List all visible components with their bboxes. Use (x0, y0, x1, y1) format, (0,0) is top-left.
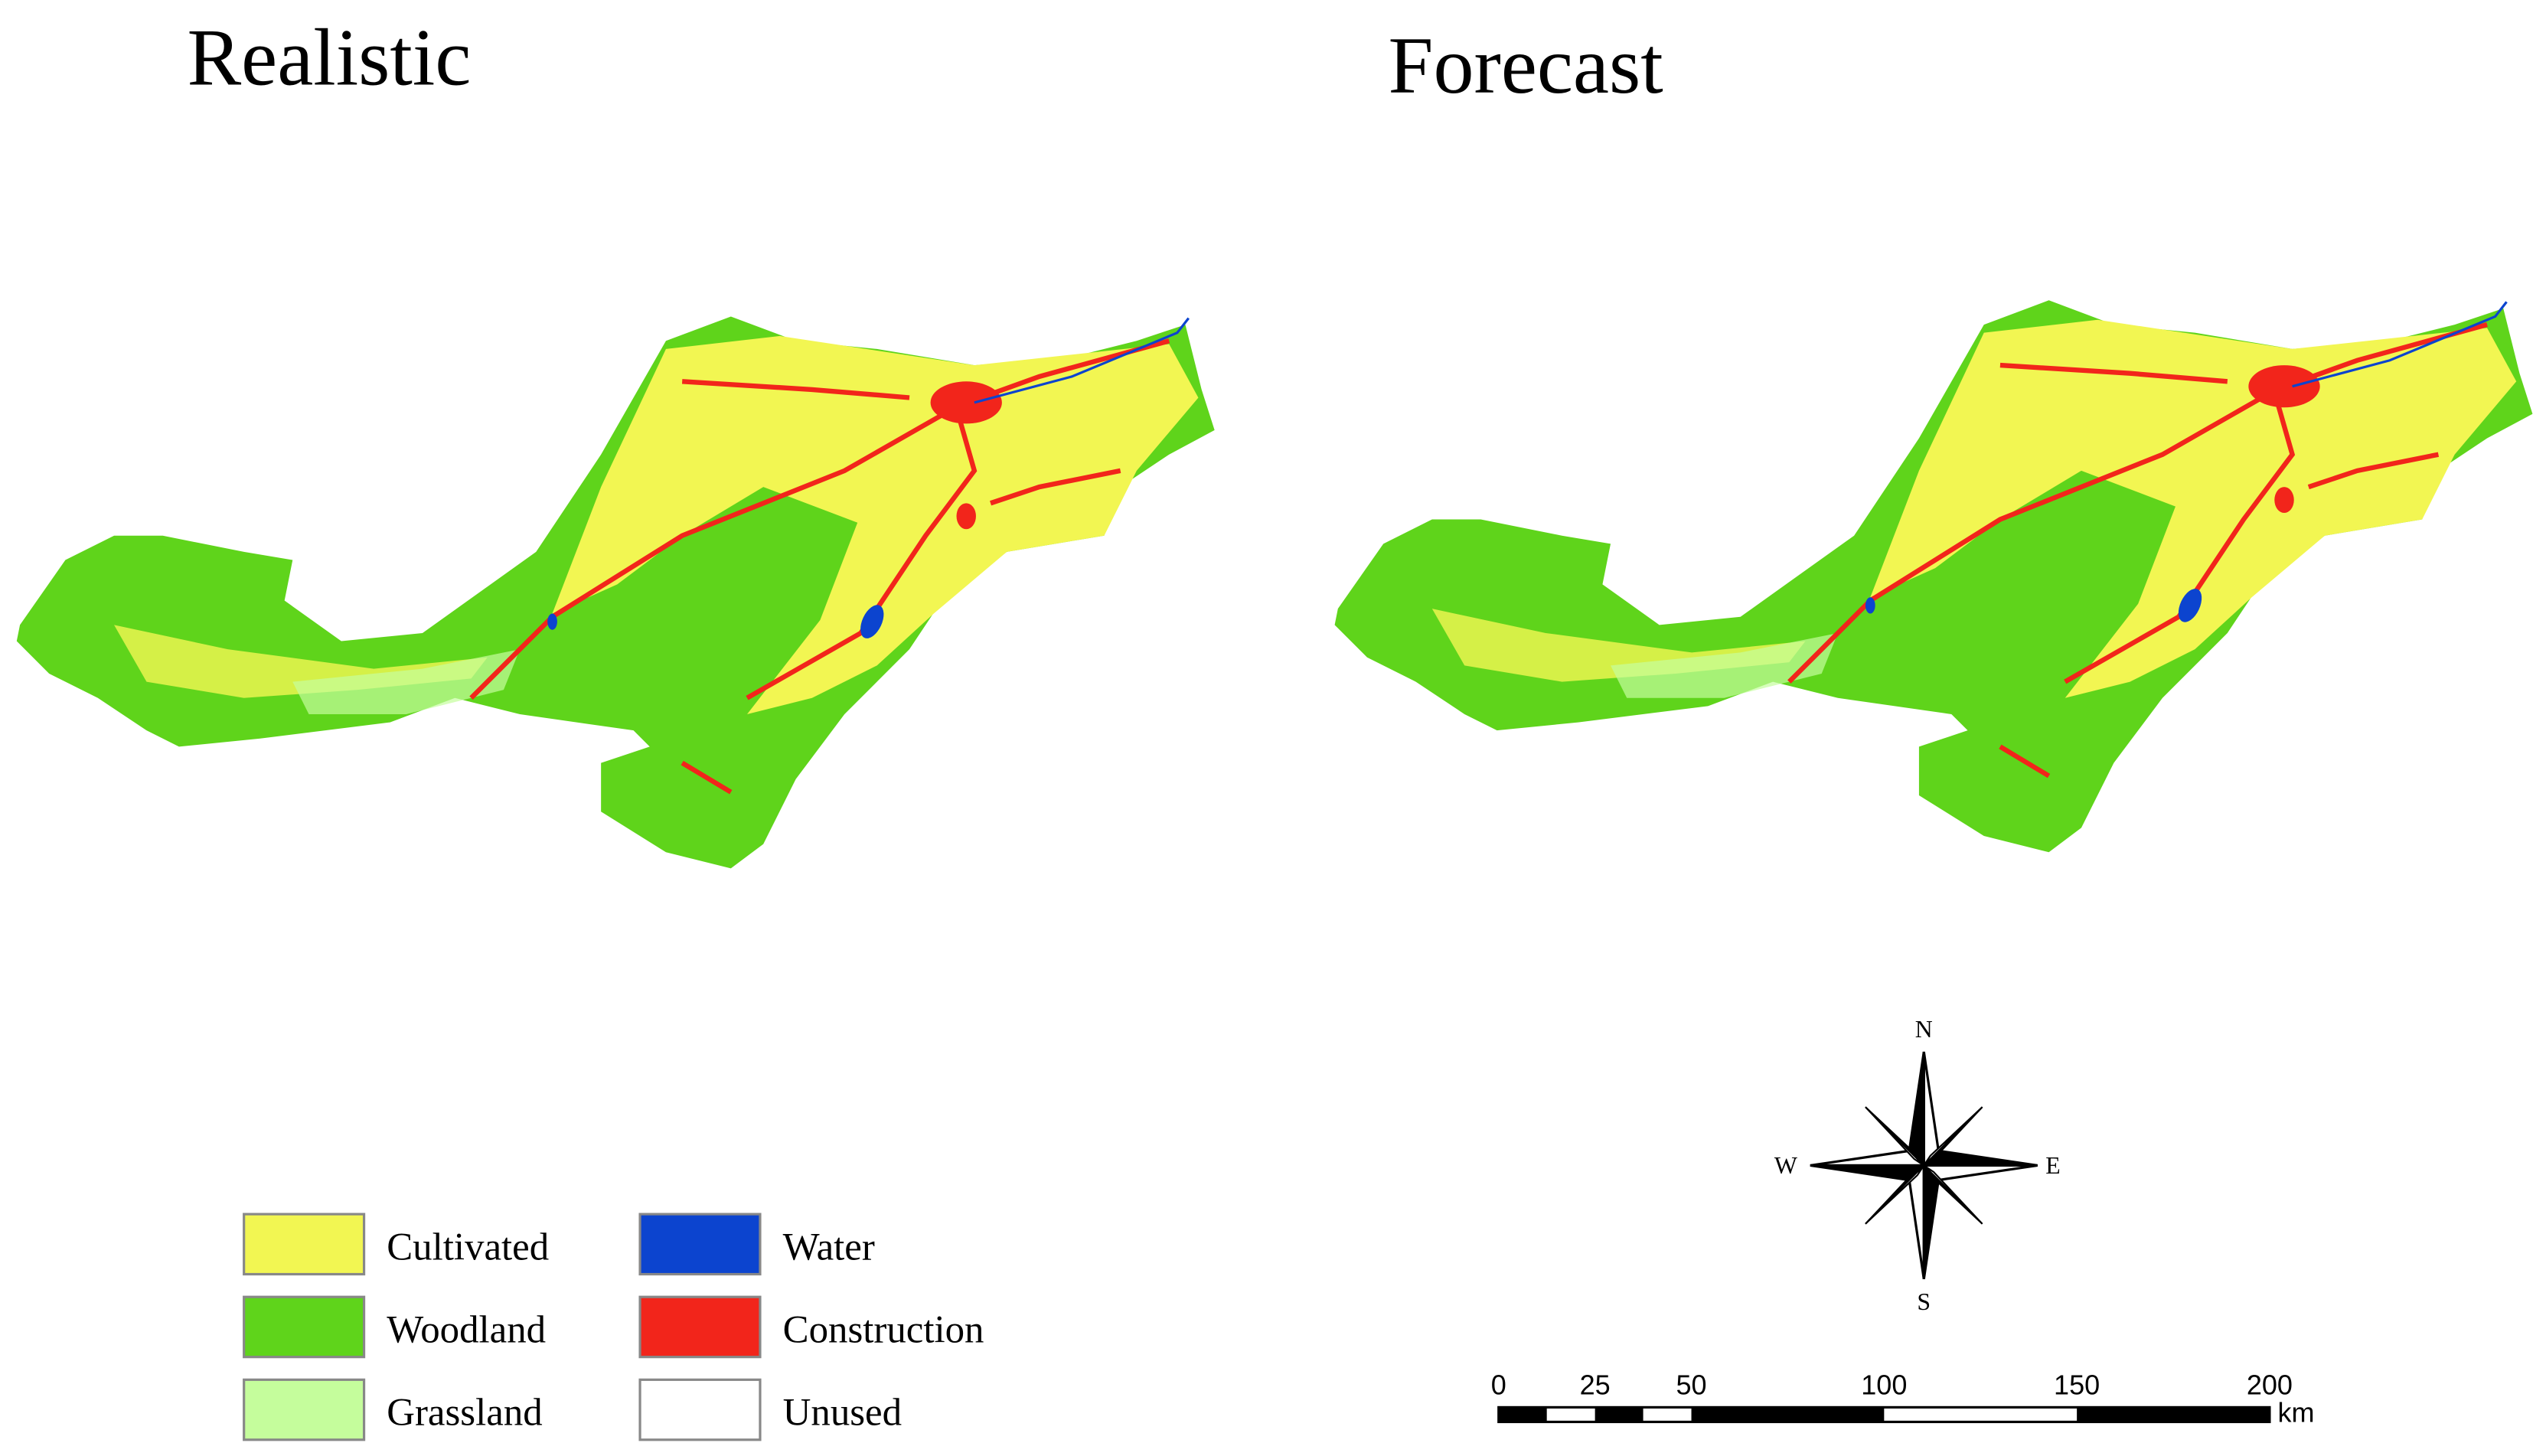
legend-label: Construction (783, 1309, 984, 1352)
legend-swatch (243, 1295, 366, 1359)
legend-swatch (638, 1378, 762, 1441)
compass: N S W E (1774, 1016, 2061, 1315)
legend-label: Grassland (387, 1392, 542, 1435)
scale-tick-label: 150 (2054, 1369, 2100, 1400)
map-title: Forecast (1389, 21, 1663, 110)
scale-bar-segment (1498, 1407, 1547, 1422)
legend-swatch (243, 1213, 366, 1276)
legend-label: Unused (783, 1392, 902, 1435)
legend-label: Cultivated (387, 1226, 549, 1268)
forecast-map (1335, 300, 2533, 852)
scale-tick-label: 50 (1676, 1369, 1706, 1400)
legend-label: Water (783, 1226, 875, 1268)
scale-tick-label: 200 (2247, 1369, 2293, 1400)
compass-south: S (1917, 1288, 1931, 1315)
legend-swatch (638, 1213, 762, 1276)
realistic-map (17, 316, 1215, 868)
scale-bar-segment (1691, 1407, 1885, 1422)
scale-bar-segment (1595, 1407, 1643, 1422)
compass-east: E (2045, 1152, 2060, 1179)
scale-tick-label: 25 (1580, 1369, 1611, 1400)
legend-swatch (638, 1295, 762, 1359)
legend-swatch (243, 1378, 366, 1441)
compass-north: N (1915, 1016, 1933, 1043)
legend: Cultivated Woodland Grassland Water Construc… (243, 1213, 984, 1441)
scale-unit: km (2278, 1396, 2315, 1428)
scale-tick-label: 0 (1491, 1369, 1506, 1400)
compass-west: W (1774, 1152, 1797, 1179)
scale-tick-label: 100 (1861, 1369, 1907, 1400)
scale-bar-segment (2077, 1407, 2270, 1422)
map-title: Realistic (187, 12, 471, 102)
legend-label: Woodland (387, 1309, 546, 1352)
